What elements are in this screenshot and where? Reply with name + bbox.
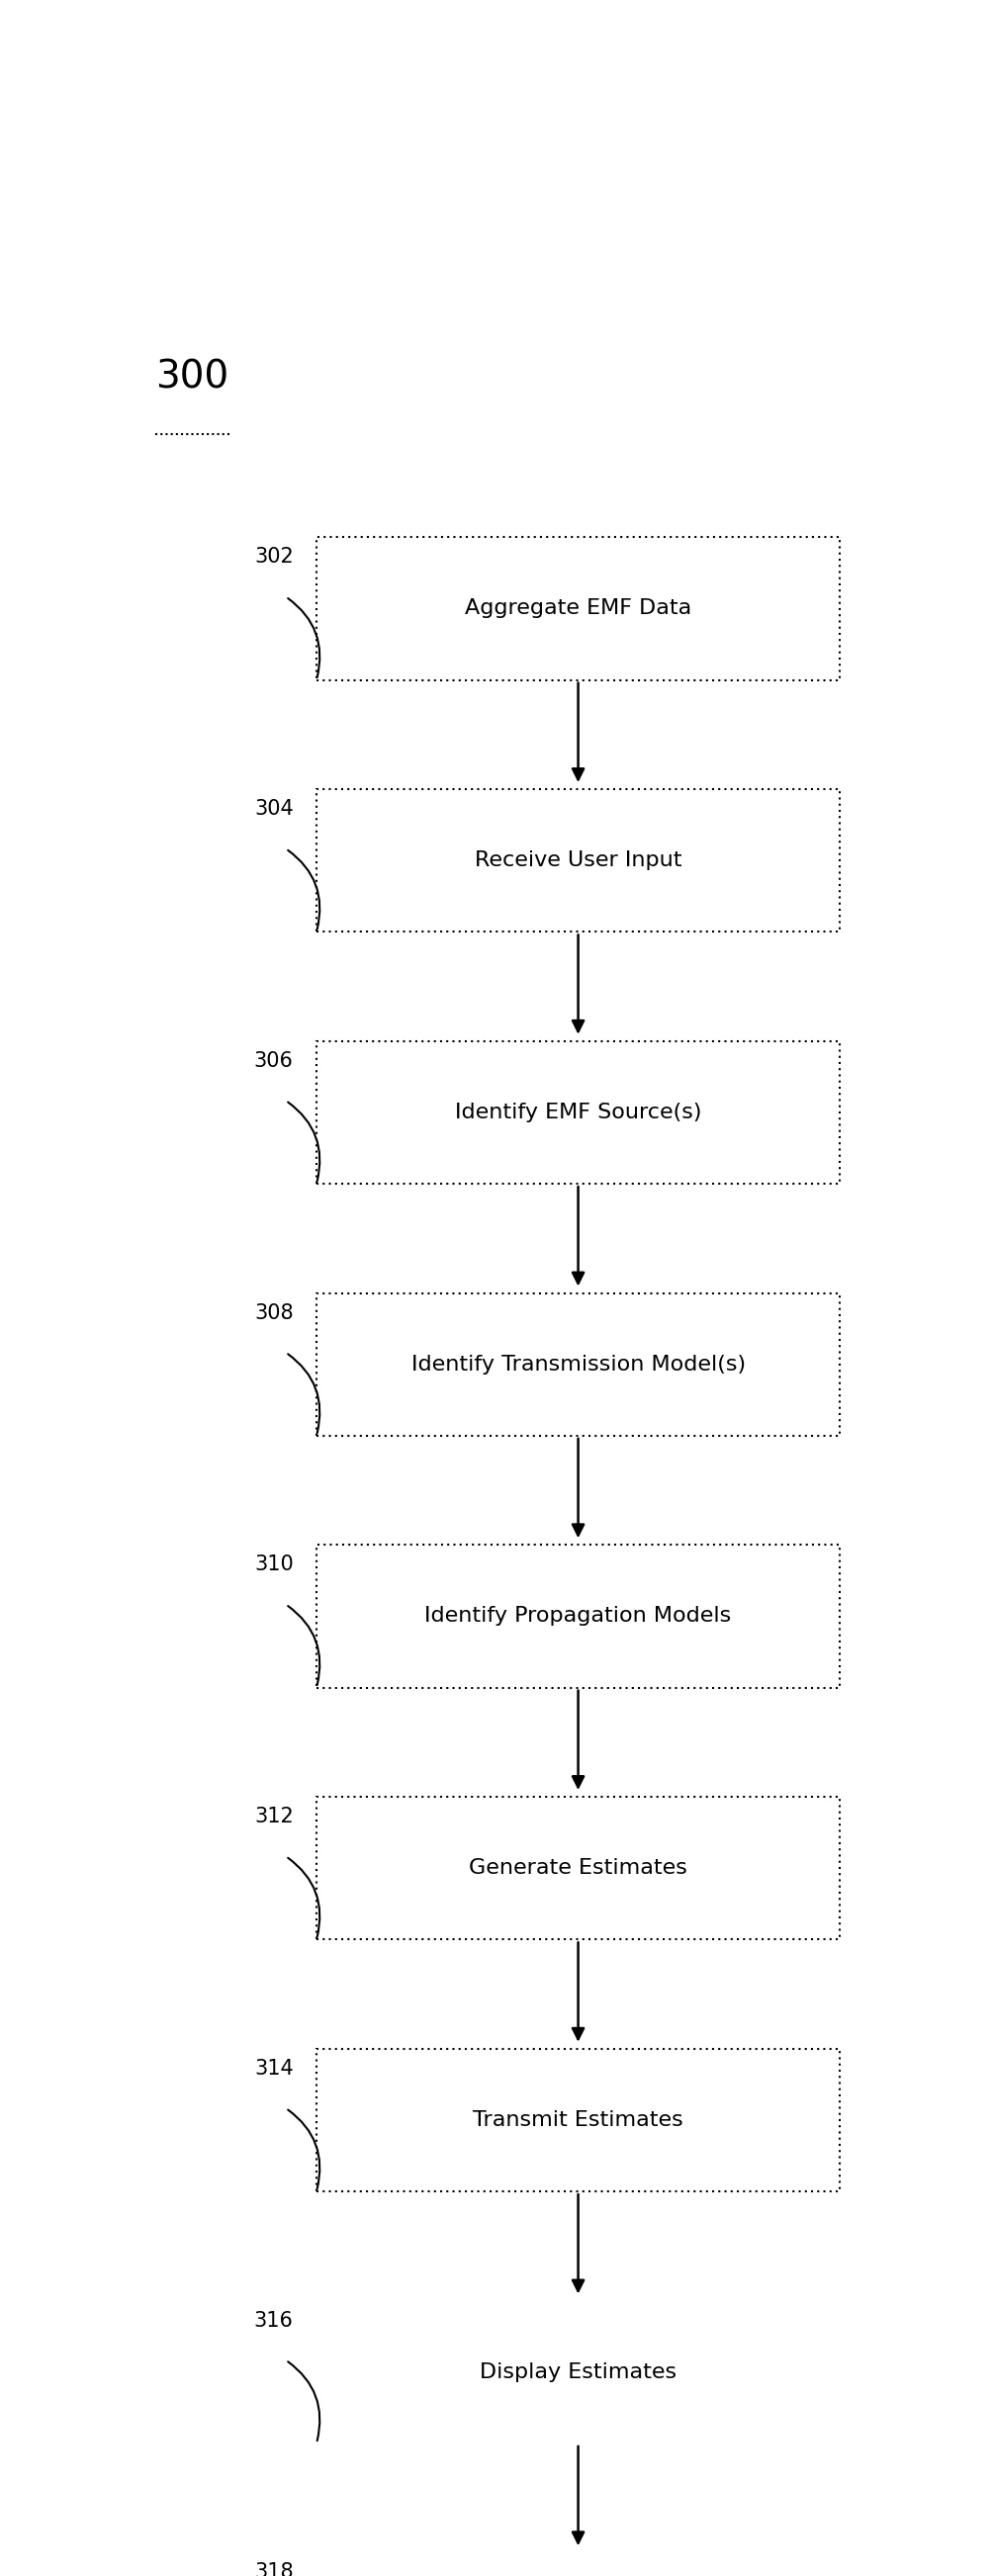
Bar xyxy=(316,1798,839,1940)
Text: 310: 310 xyxy=(254,1556,294,1574)
Text: Receive User Input: Receive User Input xyxy=(474,850,682,871)
Bar xyxy=(316,1041,839,1185)
Text: 314: 314 xyxy=(254,2058,294,2079)
Bar xyxy=(316,538,839,680)
Text: Aggregate EMF Data: Aggregate EMF Data xyxy=(464,598,690,618)
Text: 306: 306 xyxy=(254,1051,294,1072)
Bar xyxy=(316,2048,839,2192)
Text: 312: 312 xyxy=(254,1806,294,1826)
Text: 304: 304 xyxy=(254,799,294,819)
Text: Identify EMF Source(s): Identify EMF Source(s) xyxy=(454,1103,701,1123)
Text: 318: 318 xyxy=(254,2563,294,2576)
Text: 302: 302 xyxy=(254,546,294,567)
Text: Identify Propagation Models: Identify Propagation Models xyxy=(425,1607,731,1625)
Text: 316: 316 xyxy=(254,2311,294,2331)
Text: 308: 308 xyxy=(254,1303,294,1321)
Text: Transmit Estimates: Transmit Estimates xyxy=(472,2110,682,2130)
Bar xyxy=(316,2300,839,2445)
Bar xyxy=(316,2553,839,2576)
Bar xyxy=(316,1546,839,1687)
Bar xyxy=(316,1293,839,1435)
Text: Identify Transmission Model(s): Identify Transmission Model(s) xyxy=(411,1355,745,1373)
Bar xyxy=(316,788,839,933)
Text: 300: 300 xyxy=(155,358,228,397)
Text: Generate Estimates: Generate Estimates xyxy=(468,1857,686,1878)
Text: Display Estimates: Display Estimates xyxy=(479,2362,676,2383)
